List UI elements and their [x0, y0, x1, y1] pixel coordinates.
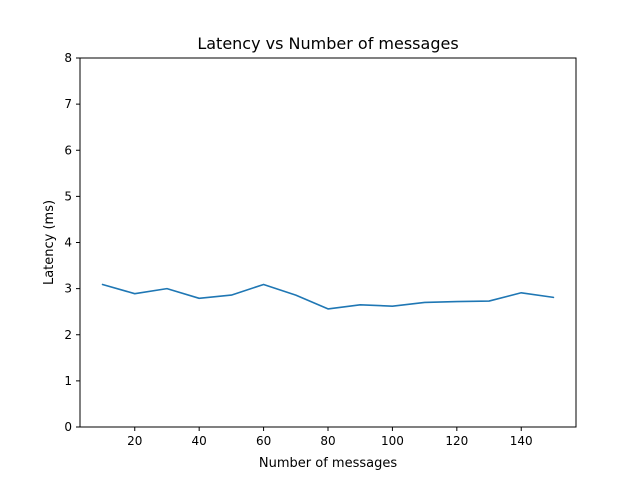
plot-frame [79, 57, 577, 428]
x-tick-label: 100 [381, 434, 404, 448]
y-tick-label: 6 [64, 143, 72, 157]
x-axis-label: Number of messages [259, 456, 397, 471]
y-tick-label: 8 [64, 51, 72, 65]
x-tick-label: 40 [192, 434, 207, 448]
y-tick-label: 7 [64, 97, 72, 111]
y-tick-label: 0 [64, 420, 72, 434]
x-tick-label: 20 [127, 434, 142, 448]
series-line [101, 283, 555, 310]
y-axis-label: Latency (ms) [42, 200, 57, 285]
y-tick-label: 5 [64, 189, 72, 203]
y-axis: 0 1 2 3 4 5 6 7 8 [64, 51, 80, 434]
y-tick-label: 4 [64, 236, 72, 250]
x-tick-label: 60 [256, 434, 271, 448]
x-axis: 20 40 60 80 100 120 140 [127, 427, 533, 448]
x-tick-label: 140 [510, 434, 533, 448]
x-tick-label: 80 [320, 434, 335, 448]
y-tick-label: 2 [64, 328, 72, 342]
x-tick-label: 120 [445, 434, 468, 448]
y-tick-label: 3 [64, 282, 72, 296]
chart-title: Latency vs Number of messages [197, 34, 458, 53]
y-tick-label: 1 [64, 374, 72, 388]
